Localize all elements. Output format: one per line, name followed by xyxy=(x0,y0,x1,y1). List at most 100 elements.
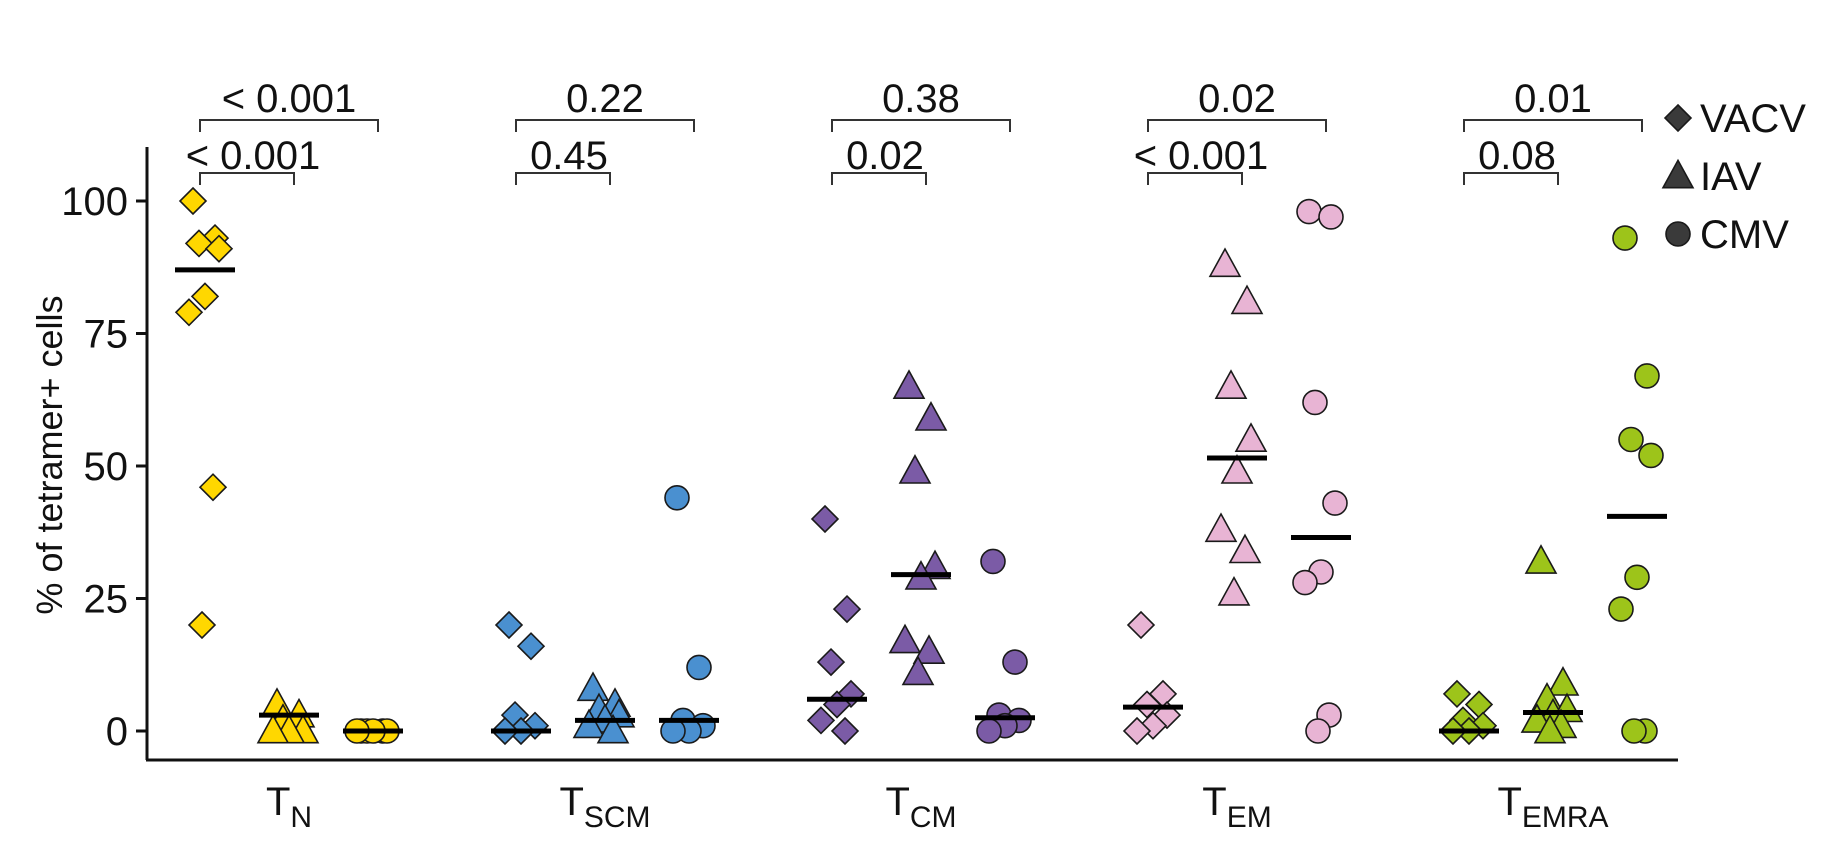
y-axis-label: % of tetramer+ cells xyxy=(29,295,70,614)
data-point-vacv xyxy=(1132,690,1162,719)
data-point-iav xyxy=(1533,713,1567,744)
data-point-cmv xyxy=(1302,389,1328,416)
category-label: TEM xyxy=(1202,780,1271,834)
data-point-iav xyxy=(1234,422,1268,453)
y-ticks: 0 25 50 75 100 xyxy=(61,180,147,754)
data-point-vacv xyxy=(178,186,208,216)
data-point-iav xyxy=(1546,666,1580,696)
data-point-cmv xyxy=(1621,718,1647,744)
y-tick-label: 0 xyxy=(106,710,128,754)
bracket-vacv-iav xyxy=(1463,172,1559,185)
data-point-cmv xyxy=(1618,426,1644,453)
bracket-vacv-cmv xyxy=(831,119,1011,132)
pvalue-label: < 0.001 xyxy=(1134,134,1269,178)
bracket-vacv-iav xyxy=(831,172,927,185)
axes: % of tetramer+ cells xyxy=(29,147,1678,762)
data-point-iav xyxy=(898,454,932,484)
legend-marker-cmv xyxy=(1665,221,1691,247)
pvalue-label: 0.38 xyxy=(882,77,960,121)
y-tick-label: 50 xyxy=(84,445,129,489)
pvalue-label: 0.45 xyxy=(530,134,608,178)
data-point-vacv xyxy=(187,610,217,640)
data-point-iav xyxy=(596,713,630,744)
data-point-vacv xyxy=(830,716,860,746)
data-point-iav xyxy=(256,713,290,744)
pvalue-label: 0.22 xyxy=(566,77,644,121)
data-point-vacv xyxy=(198,473,228,502)
data-point-cmv xyxy=(1296,198,1322,225)
data-point-cmv xyxy=(1634,363,1660,389)
data-point-cmv xyxy=(664,484,690,511)
data-point-cmv xyxy=(1612,225,1638,251)
data-point-cmv xyxy=(1624,564,1650,591)
data-point-iav xyxy=(1217,575,1251,606)
y-tick-label: 100 xyxy=(61,180,128,224)
pvalue-label: 0.01 xyxy=(1514,77,1592,121)
data-point-vacv xyxy=(190,282,220,311)
data-point-cmv xyxy=(1002,649,1028,675)
data-point-vacv xyxy=(184,229,214,258)
bracket-vacv-iav xyxy=(199,172,295,185)
data-point-vacv xyxy=(806,706,836,735)
data-point-iav xyxy=(1524,544,1558,574)
data-point-iav xyxy=(572,708,606,739)
data-point-cmv xyxy=(1292,569,1318,596)
bracket-vacv-iav xyxy=(515,172,611,185)
data-point-vacv xyxy=(1442,679,1472,709)
data-point-iav xyxy=(1220,454,1254,484)
bracket-vacv-cmv xyxy=(1147,119,1327,132)
data-point-cmv xyxy=(1608,596,1634,622)
legend: VACV IAV CMV xyxy=(1661,97,1806,257)
pvalue-label: < 0.001 xyxy=(186,134,321,178)
data-point-cmv xyxy=(686,654,712,681)
bracket-vacv-cmv xyxy=(199,119,379,132)
y-tick-label: 25 xyxy=(84,578,129,622)
data-point-iav xyxy=(1228,533,1262,564)
pvalue-brackets: < 0.001 < 0.001 0.22 0.45 0.38 0.02 0.02 < 0.00… xyxy=(186,77,1643,185)
data-point-vacv xyxy=(1122,716,1152,746)
category-label: TCM xyxy=(885,780,956,834)
category-labels: TN TSCM TCM TEM TEMRA xyxy=(266,780,1609,834)
category-label: TN xyxy=(266,780,312,834)
data-point-iav xyxy=(914,401,948,431)
data-point-cmv xyxy=(1305,718,1331,744)
pvalue-label: 0.02 xyxy=(846,134,924,178)
data-point-vacv xyxy=(832,594,862,624)
data-point-iav xyxy=(1208,247,1242,278)
pvalue-label: 0.02 xyxy=(1198,77,1276,121)
data-point-vacv xyxy=(1126,610,1156,640)
median-lines xyxy=(175,267,1667,734)
pvalue-label: 0.08 xyxy=(1478,134,1556,178)
legend-label: IAV xyxy=(1700,155,1762,199)
data-point-iav xyxy=(918,549,952,580)
data-point-vacv xyxy=(810,504,840,534)
legend-marker-vacv xyxy=(1663,103,1693,133)
pvalue-label: < 0.001 xyxy=(222,77,357,121)
data-point-iav xyxy=(892,369,926,400)
data-point-vacv xyxy=(494,610,524,640)
y-tick-label: 75 xyxy=(84,313,129,357)
data-points xyxy=(174,186,1664,746)
data-point-iav xyxy=(912,634,946,665)
category-label: TSCM xyxy=(559,780,650,834)
category-label: TEMRA xyxy=(1497,780,1608,834)
legend-marker-iav xyxy=(1661,158,1695,189)
data-point-cmv xyxy=(1318,204,1344,230)
bracket-vacv-cmv xyxy=(515,119,695,132)
data-point-iav xyxy=(1214,369,1248,400)
legend-label: VACV xyxy=(1700,97,1806,141)
data-point-cmv xyxy=(976,718,1002,744)
data-point-vacv xyxy=(816,647,846,677)
data-point-vacv xyxy=(516,632,546,661)
data-point-vacv xyxy=(204,234,234,263)
data-point-iav xyxy=(576,671,610,702)
data-point-cmv xyxy=(1638,442,1664,469)
data-point-cmv xyxy=(1322,490,1348,516)
legend-label: CMV xyxy=(1700,213,1789,257)
bracket-vacv-iav xyxy=(1147,172,1243,185)
data-point-cmv xyxy=(980,548,1006,575)
bracket-vacv-cmv xyxy=(1463,119,1643,132)
data-point-iav xyxy=(1230,284,1264,315)
data-point-vacv xyxy=(174,298,204,327)
